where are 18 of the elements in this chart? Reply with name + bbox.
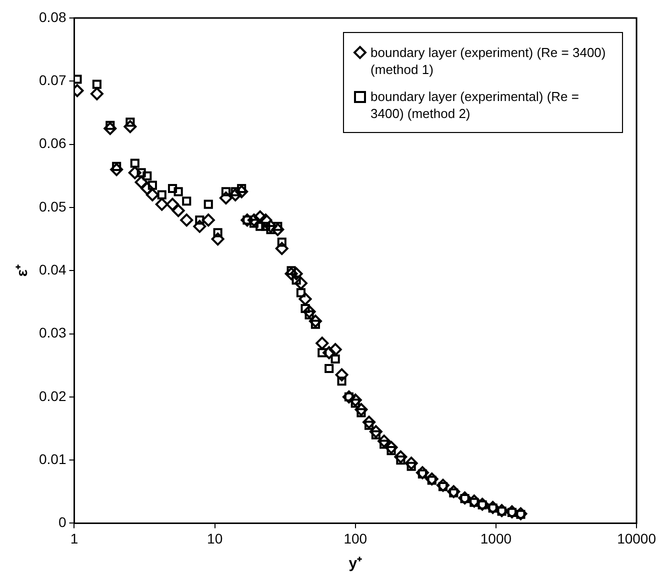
x-tick-label: 1: [70, 530, 78, 546]
x-tick-label: 10: [207, 530, 223, 546]
y-tick-label: 0.06: [39, 135, 66, 152]
x-axis-title: y⁺: [348, 555, 362, 572]
y-tick-label: 0.07: [39, 72, 66, 88]
y-tick-label: 0.08: [39, 8, 66, 25]
y-tick-label: 0.05: [39, 198, 66, 214]
x-tick-label: 1000: [480, 530, 512, 546]
y-tick-label: 0: [58, 514, 66, 530]
y-axis-title: ε⁺: [14, 264, 32, 277]
legend-label: boundary layer (experimental) (Re = 3400) (method 2): [370, 88, 580, 122]
y-tick-label: 0.02: [39, 388, 66, 404]
legend-label: boundary layer (experiment) (Re = 3400) (method 1): [370, 44, 607, 78]
x-tick-label: 10000: [617, 530, 656, 546]
x-tick-label: 100: [344, 530, 368, 546]
y-tick-label: 0.03: [39, 324, 66, 341]
y-tick-label: 0.04: [39, 261, 66, 278]
y-tick-label: 0.01: [39, 450, 66, 467]
